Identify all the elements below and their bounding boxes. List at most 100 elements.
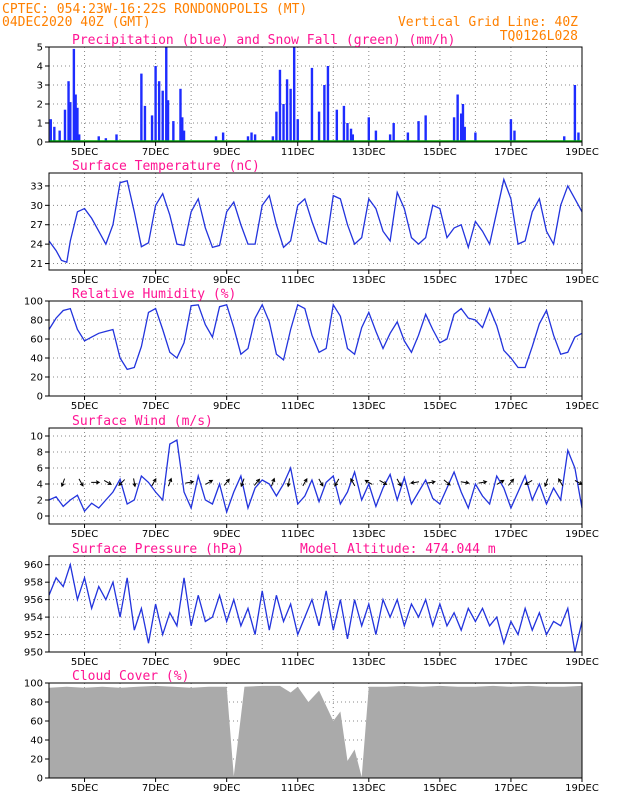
temperature-xtick-label: 13DEC: [352, 275, 386, 286]
cloud-cover-ytick-label: 80: [30, 698, 43, 709]
humidity-title: Relative Humidity (%): [72, 287, 236, 302]
pressure-xtick-label: 7DEC: [142, 657, 169, 668]
temperature-line: [48, 177, 583, 264]
temperature-xtick-label: 7DEC: [142, 275, 169, 286]
precipitation-bar: [53, 126, 56, 142]
humidity-ytick-label: 80: [30, 316, 43, 327]
precipitation-bar: [253, 134, 257, 142]
humidity-ytick-label: 60: [30, 335, 43, 346]
precipitation-bar: [317, 111, 321, 142]
humidity-xtick-label: 7DEC: [142, 401, 169, 412]
wind-arrow: [118, 479, 126, 486]
humidity-xtick-label: 9DEC: [213, 401, 240, 412]
precipitation-bar: [577, 132, 580, 142]
wind-arrow: [318, 478, 324, 487]
precipitation-bar: [289, 88, 292, 142]
wind-arrow: [364, 479, 373, 485]
wind-arrow: [379, 479, 388, 485]
wind-arrow: [396, 478, 402, 487]
precipitation-bar: [250, 132, 253, 142]
wind-arrow: [103, 479, 112, 485]
wind-line: [48, 438, 583, 515]
precipitation-title: Precipitation (blue) and Snow Fall (gree…: [72, 33, 456, 48]
precipitation-bar: [165, 47, 168, 142]
precipitation-xtick-label: 11DEC: [281, 147, 315, 158]
precipitation-bar: [157, 81, 161, 142]
humidity-line: [48, 302, 583, 371]
precipitation-bar: [513, 130, 516, 142]
precipitation-bar: [275, 111, 278, 142]
precipitation-bar: [463, 126, 466, 142]
precipitation-ytick-label: 3: [37, 81, 43, 92]
wind-xtick-label: 17DEC: [494, 529, 528, 540]
temperature-xtick-label: 17DEC: [494, 275, 528, 286]
humidity-panel: 0 20 40 60 80 100 5DEC 7DEC 9DEC 11DEC 13DEC 15DEC 1…: [24, 287, 599, 412]
wind-arrow: [478, 480, 488, 485]
wind-arrow: [286, 478, 291, 488]
header-model-id: TQ0126L028: [500, 29, 578, 44]
wind-arrow: [350, 478, 356, 487]
pressure-xtick-label: 5DEC: [71, 657, 98, 668]
wind-arrow: [496, 479, 505, 485]
precipitation-bar: [285, 79, 289, 142]
precipitation-bar: [452, 117, 456, 142]
precipitation-bar: [474, 132, 477, 142]
precipitation-bar: [461, 104, 465, 142]
wind-arrow: [223, 478, 230, 486]
precipitation-bar: [221, 132, 225, 142]
precipitation-xtick-label: 15DEC: [423, 147, 457, 158]
pressure-panel: 950 952 954 956 958 960 5DEC 7DEC 9DEC 11DEC 13DEC…: [24, 542, 599, 668]
precipitation-xtick-label: 13DEC: [352, 147, 386, 158]
panels: 0 1 2 3 4 5 5DEC 7DEC 9DEC 11DEC 13DEC 15DEC 17DEC 19…: [24, 33, 599, 794]
precipitation-bar: [74, 94, 77, 142]
precipitation-bar: [278, 69, 282, 142]
humidity-frame: [48, 300, 583, 397]
wind-ytick-label: 6: [37, 464, 43, 475]
wind-arrow: [240, 478, 245, 488]
precipitation-bar: [323, 85, 326, 142]
precipitation-bar: [140, 73, 143, 142]
cloud-cover-xtick-label: 15DEC: [423, 783, 457, 794]
wind-arrow: [558, 478, 564, 487]
wind-xtick-label: 9DEC: [213, 529, 240, 540]
precipitation-bar: [104, 138, 108, 142]
precipitation-bar: [97, 136, 100, 142]
wind-xtick-label: 19DEC: [565, 529, 599, 540]
temperature-ytick-label: 24: [30, 240, 43, 251]
precipitation-ytick-label: 5: [37, 43, 43, 54]
temperature-ytick-label: 21: [30, 259, 43, 270]
precipitation-bar: [115, 134, 118, 142]
precipitation-ytick-label: 0: [37, 138, 43, 149]
precipitation-bar: [76, 107, 79, 142]
wind-arrow: [253, 478, 261, 486]
precipitation-panel: 0 1 2 3 4 5 5DEC 7DEC 9DEC 11DEC 13DEC 15DEC 17DEC 19…: [37, 33, 599, 158]
cloud-cover-ytick-label: 100: [24, 679, 43, 690]
humidity-xtick-label: 17DEC: [494, 401, 528, 412]
wind-arrow: [60, 478, 66, 488]
wind-arrow: [334, 478, 340, 487]
pressure-ytick-label: 960: [24, 560, 43, 571]
pressure-xtick-label: 17DEC: [494, 657, 528, 668]
cloud-cover-panel: 0 20 40 60 80 100 5DEC 7DEC 9DEC 11DEC 13DEC 15DEC 1…: [24, 669, 599, 794]
pressure-frame: [48, 555, 583, 653]
header: CPTEC: 054:23W-16:22S RONDONOPOLIS (MT) …: [2, 2, 578, 44]
cloud-cover-ytick-label: 20: [30, 755, 43, 766]
cloud-cover-title: Cloud Cover (%): [72, 669, 189, 684]
precipitation-bar: [335, 109, 339, 142]
precipitation-bar: [509, 119, 513, 142]
pressure-ytick-label: 952: [24, 630, 43, 641]
wind-arrow: [132, 478, 137, 488]
wind-arrow: [410, 480, 420, 485]
header-grid-note: Vertical Grid Line: 40Z: [398, 15, 578, 30]
humidity-xtick-label: 5DEC: [71, 401, 98, 412]
wind-arrow: [151, 478, 157, 487]
precipitation-bar: [388, 134, 392, 142]
precipitation-bar: [367, 117, 370, 142]
wind-arrow: [205, 479, 214, 485]
temperature-ytick-label: 33: [30, 181, 43, 192]
precipitation-bar: [67, 81, 70, 142]
precipitation-bar: [351, 134, 355, 142]
temperature-frame: [48, 172, 583, 271]
cloud-cover-xtick-label: 9DEC: [213, 783, 240, 794]
